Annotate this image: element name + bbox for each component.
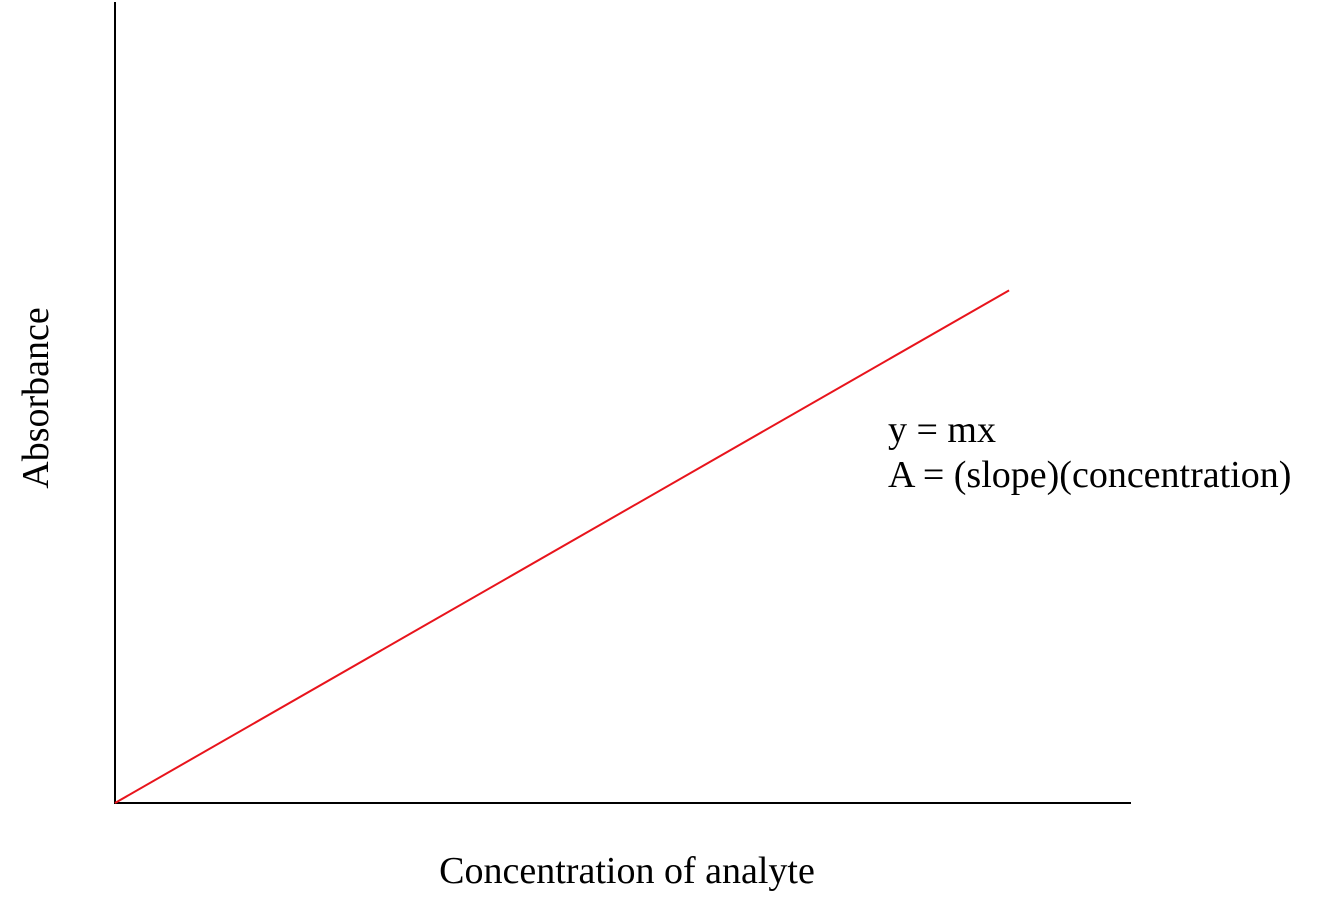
y-axis-label: Absorbance [15, 307, 57, 488]
x-axis-label: Concentration of analyte [439, 850, 815, 892]
series-line [114, 289, 1010, 804]
annotation-equation: y = mx [888, 409, 996, 451]
annotation-formula: A = (slope)(concentration) [888, 454, 1291, 496]
